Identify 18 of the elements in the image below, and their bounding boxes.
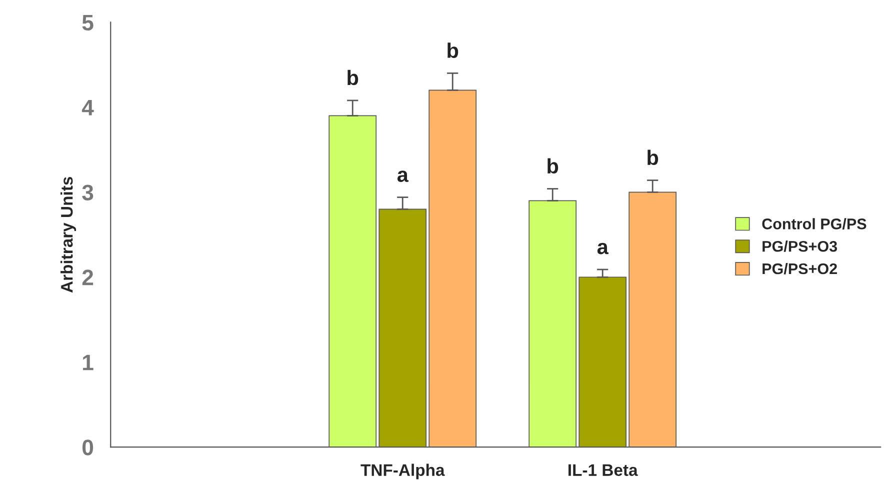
- x-tick-label: IL-1 Beta: [568, 464, 638, 476]
- legend-label: PG/PS+O3: [762, 240, 838, 252]
- legend-label: PG/PS+O2: [762, 262, 837, 274]
- legend-label: Control PG/PS: [762, 218, 866, 230]
- y-tick-label: 5: [82, 14, 94, 30]
- annotation: b: [648, 150, 658, 166]
- y-axis-title: Arbitrary Units: [60, 176, 76, 293]
- annotation: b: [348, 70, 358, 86]
- annotation: b: [448, 42, 458, 58]
- y-tick-label: 1: [83, 354, 94, 370]
- annotation: a: [597, 242, 609, 254]
- annotation: b: [548, 158, 558, 174]
- annotation: a: [397, 170, 409, 182]
- x-tick-label: TNF-Alpha: [360, 464, 445, 480]
- y-tick-label: 3: [82, 184, 94, 200]
- y-tick-label: 0: [82, 440, 94, 456]
- y-tick-label: 4: [82, 100, 94, 116]
- y-tick-label: 2: [82, 270, 94, 286]
